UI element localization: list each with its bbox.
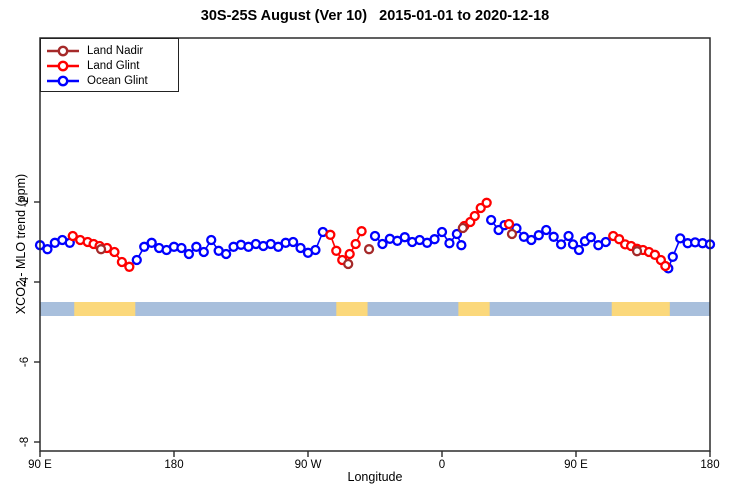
legend-point (57, 45, 69, 56)
data-point (116, 256, 128, 268)
legend-marker-icon (47, 75, 79, 86)
legend-item-land-glint: Land Glint (45, 58, 178, 73)
data-point (481, 197, 492, 208)
data-point (363, 244, 375, 255)
data-point (176, 242, 187, 254)
data-point (310, 244, 321, 256)
surface-band-land-segment (336, 302, 368, 316)
data-point (139, 241, 150, 252)
data-point (343, 258, 354, 270)
data-point (660, 260, 671, 272)
data-point (206, 234, 217, 246)
data-point (533, 230, 544, 241)
data-point (526, 234, 537, 246)
data-point (369, 230, 381, 242)
data-point (146, 237, 157, 248)
data-point (436, 226, 448, 238)
data-point (451, 228, 463, 240)
data-point (273, 241, 284, 252)
data-point (631, 246, 643, 257)
data-point (456, 240, 467, 251)
x-tick-label: 180 (700, 459, 719, 471)
data-point (444, 238, 455, 249)
data-point (95, 244, 107, 255)
data-point (109, 246, 120, 258)
data-point (563, 230, 574, 242)
data-point (67, 230, 78, 242)
y-tick-label: -2 (19, 197, 31, 207)
data-point (220, 248, 232, 260)
surface-band-land-segment (74, 302, 136, 316)
data-point (42, 244, 53, 255)
x-tick-label: 90 W (295, 459, 322, 471)
data-point (567, 239, 579, 250)
data-point (600, 236, 611, 248)
data-point (548, 231, 559, 242)
y-tick-label: -8 (19, 437, 31, 447)
y-tick-label: -4 (19, 276, 31, 287)
surface-band (40, 302, 710, 316)
data-point (503, 218, 515, 230)
data-point (429, 234, 440, 245)
x-axis-title: Longitude (347, 470, 403, 484)
data-point (667, 251, 678, 262)
data-point (325, 229, 336, 240)
data-point (131, 254, 142, 266)
legend-marker-icon (47, 60, 79, 71)
data-point (350, 238, 361, 250)
data-point (585, 232, 597, 243)
x-tick-label: 0 (439, 459, 445, 471)
legend-point (57, 75, 69, 86)
x-tick-label: 90 E (564, 459, 588, 471)
legend-item-land-nadir: Land Nadir (45, 43, 178, 58)
y-tick-label: -6 (19, 357, 31, 367)
legend-point (57, 60, 69, 71)
legend: Land Nadir Land Glint Ocean Glint (40, 38, 179, 92)
data-point (675, 233, 686, 244)
data-point (183, 248, 195, 260)
data-point (555, 239, 567, 250)
x-tick-label: 180 (164, 459, 183, 471)
legend-label: Ocean Glint (87, 74, 148, 87)
series-land-glint (67, 197, 671, 272)
data-point (344, 248, 355, 260)
surface-band-land-segment (458, 302, 490, 316)
data-point (469, 210, 480, 222)
data-point (331, 245, 342, 256)
plot-border (39, 37, 711, 452)
chart-title: 30S-25S August (Ver 10) 2015-01-01 to 20… (200, 8, 550, 24)
legend-marker-icon (47, 45, 79, 56)
data-point (377, 238, 388, 250)
data-point (198, 246, 209, 258)
data-point (541, 224, 552, 236)
y-axis-title-text: XCO2 - MLO trend (ppm) (14, 173, 28, 315)
x-tick-label: 90 E (28, 459, 52, 471)
surface-band-ocean (40, 302, 710, 316)
legend-label: Land Glint (87, 59, 140, 72)
legend-label: Land Nadir (87, 44, 144, 57)
data-point (295, 242, 306, 254)
data-point (457, 222, 468, 234)
data-point (191, 241, 202, 252)
data-point (506, 228, 518, 240)
legend-item-ocean-glint: Ocean Glint (45, 73, 178, 88)
data-point (356, 226, 367, 237)
data-point (573, 244, 585, 256)
data-point (485, 214, 497, 226)
surface-band-land-segment (611, 302, 670, 316)
data-point (124, 261, 135, 272)
data-point (287, 236, 299, 248)
data-point (399, 232, 410, 243)
series-ocean-glint (34, 214, 716, 274)
series-land-nadir (95, 222, 643, 270)
